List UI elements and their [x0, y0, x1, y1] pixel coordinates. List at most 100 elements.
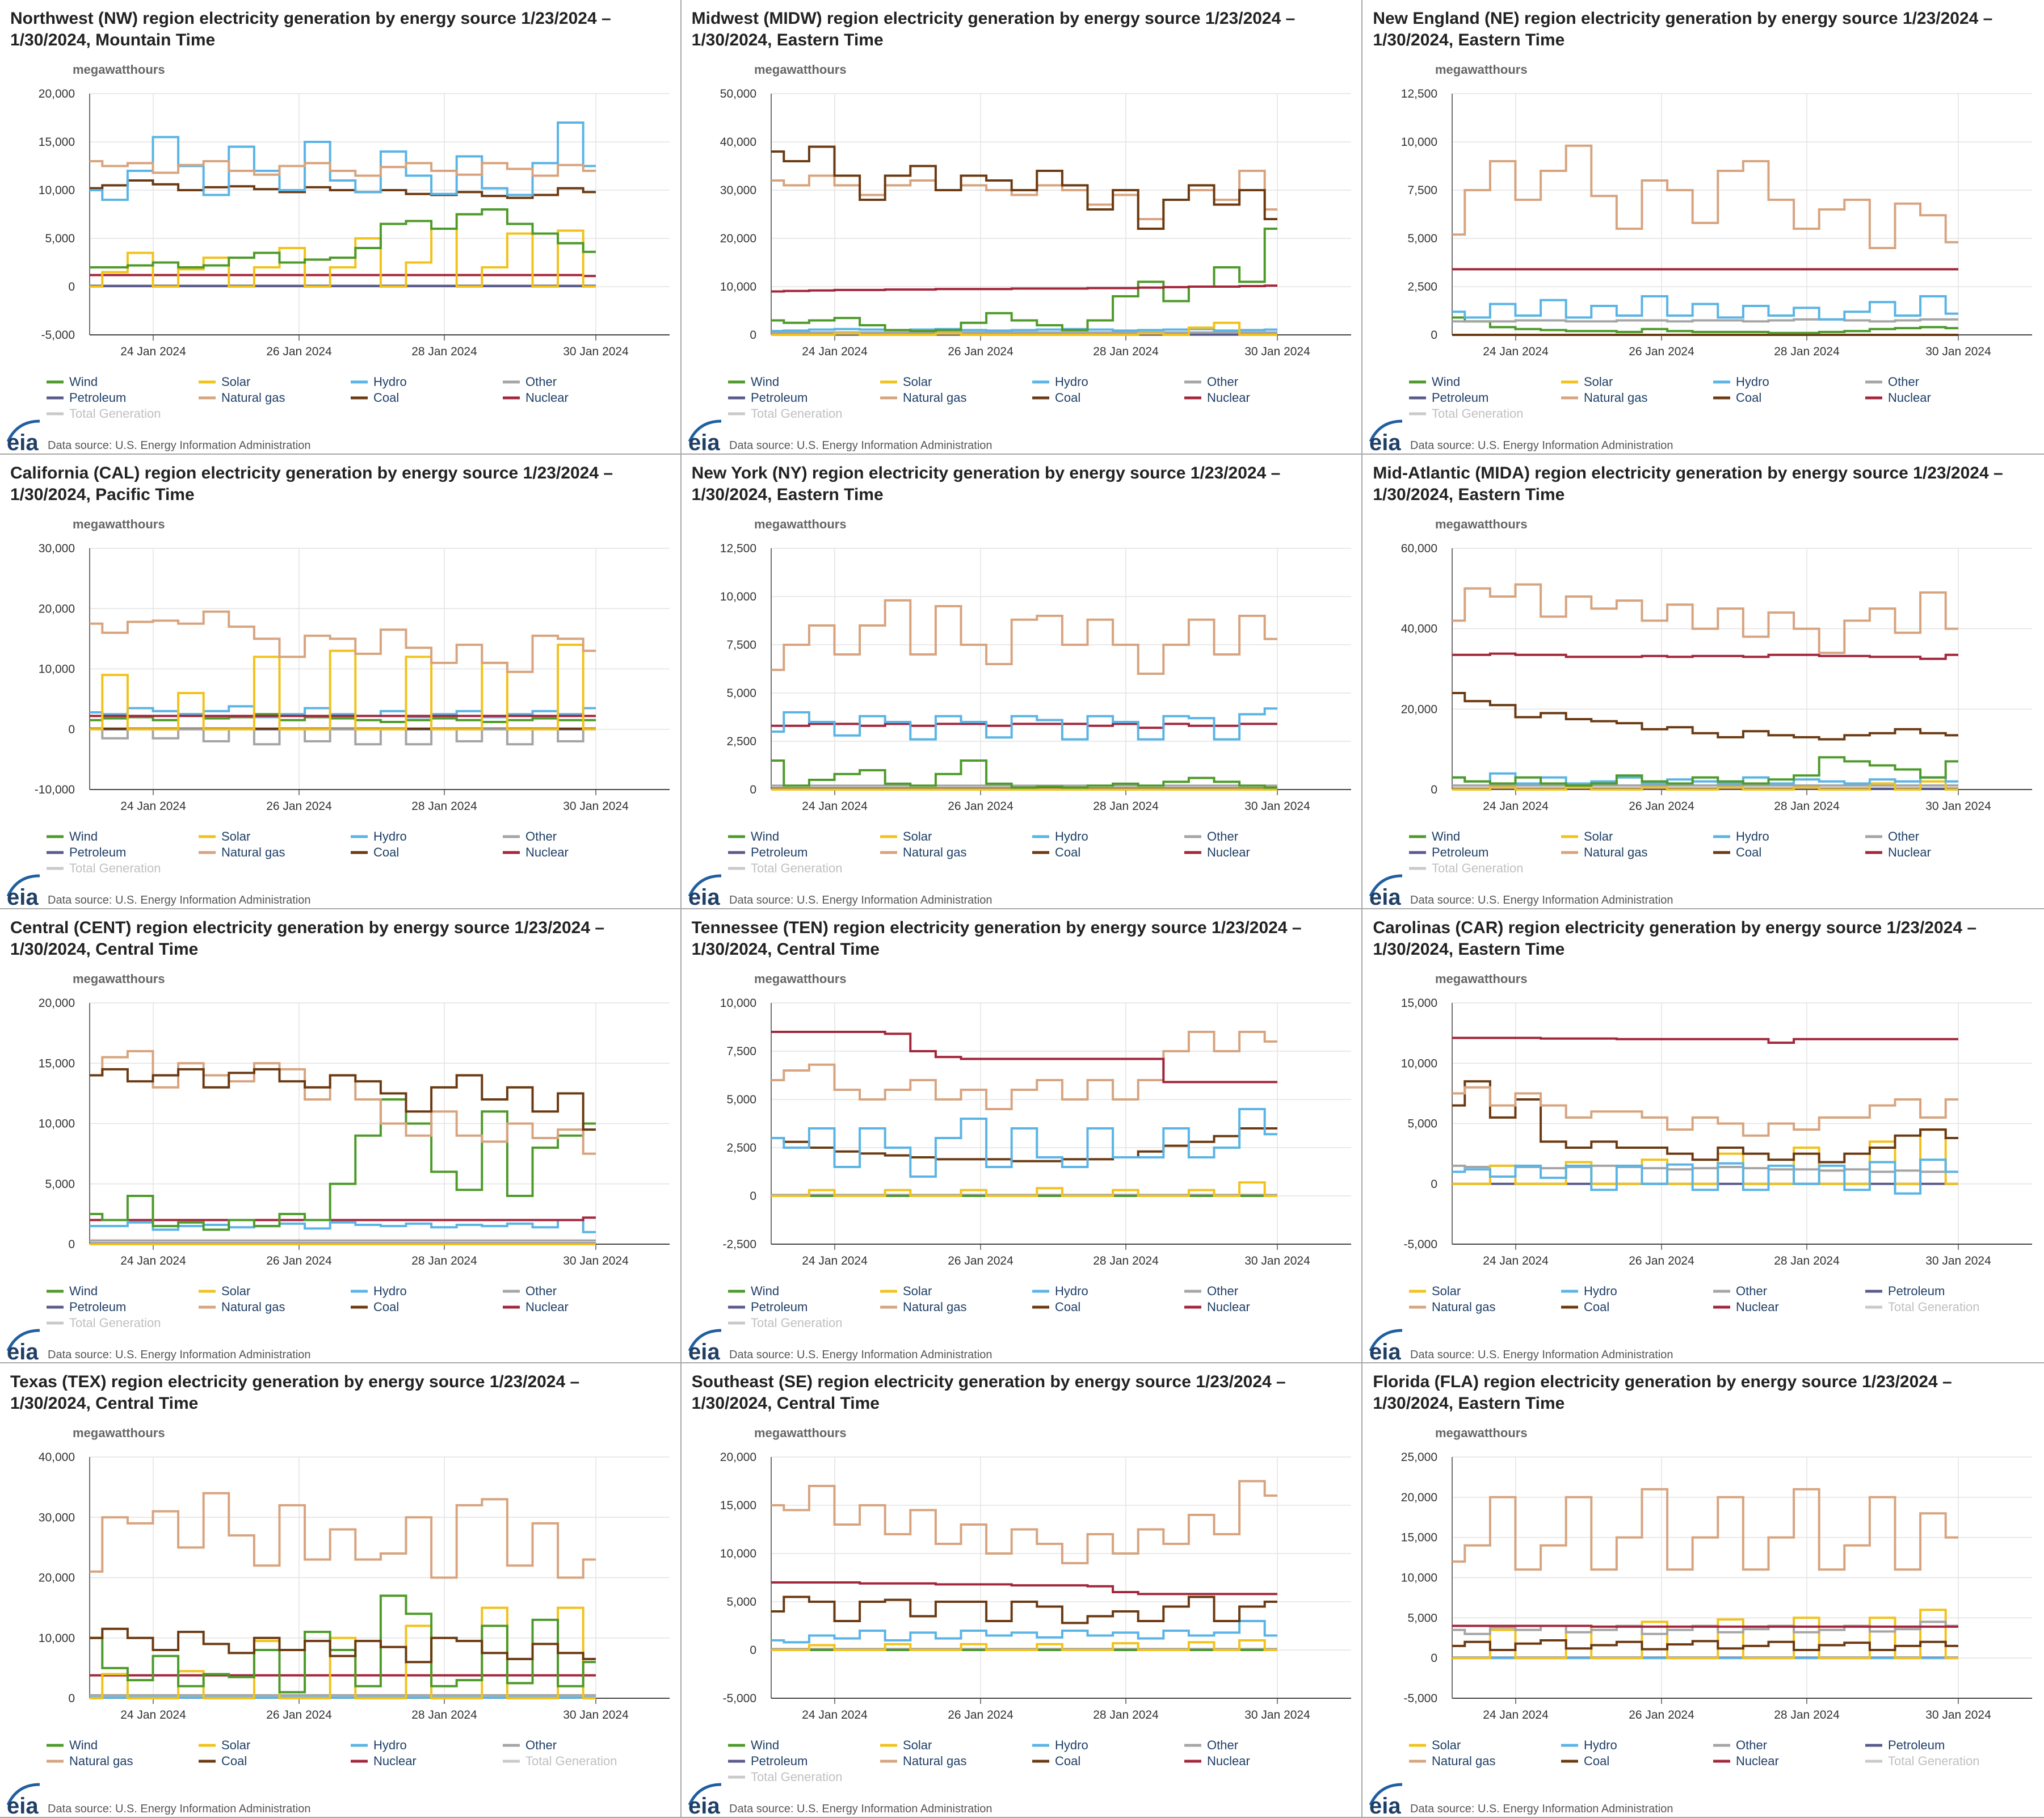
legend-item-natural-gas[interactable]: Natural gas [903, 391, 967, 405]
legend-item-solar[interactable]: Solar [221, 1284, 250, 1298]
legend-item-coal[interactable]: Coal [1584, 1300, 1609, 1314]
legend-item-other[interactable]: Other [1888, 375, 1919, 389]
legend-item-petroleum[interactable]: Petroleum [751, 1300, 807, 1314]
legend-item-wind[interactable]: Wind [69, 375, 98, 389]
legend-item-coal[interactable]: Coal [221, 1754, 247, 1768]
legend-item-nuclear[interactable]: Nuclear [1207, 391, 1250, 405]
legend-item-hydro[interactable]: Hydro [1736, 375, 1769, 389]
legend-item-other[interactable]: Other [1207, 829, 1238, 843]
legend-item-hydro[interactable]: Hydro [1584, 1284, 1617, 1298]
legend-item-nuclear[interactable]: Nuclear [1736, 1300, 1779, 1314]
legend-item-other[interactable]: Other [1207, 1284, 1238, 1298]
legend-item-nuclear[interactable]: Nuclear [525, 845, 569, 859]
legend-item-hydro[interactable]: Hydro [1055, 1738, 1088, 1752]
legend-item-total-generation[interactable]: Total Generation [1432, 406, 1523, 421]
legend-item-coal[interactable]: Coal [373, 845, 399, 859]
legend-item-other[interactable]: Other [1888, 829, 1919, 843]
legend-item-natural-gas[interactable]: Natural gas [1432, 1754, 1496, 1768]
legend-item-natural-gas[interactable]: Natural gas [1584, 391, 1648, 405]
legend-item-nuclear[interactable]: Nuclear [1207, 1754, 1250, 1768]
legend-item-total-generation[interactable]: Total Generation [1888, 1754, 1979, 1768]
legend-item-hydro[interactable]: Hydro [1055, 1284, 1088, 1298]
legend-item-hydro[interactable]: Hydro [373, 1284, 407, 1298]
legend-item-natural-gas[interactable]: Natural gas [903, 1300, 967, 1314]
legend-item-hydro[interactable]: Hydro [373, 1738, 407, 1752]
legend-item-coal[interactable]: Coal [1055, 845, 1080, 859]
legend-item-hydro[interactable]: Hydro [373, 829, 407, 843]
legend-item-petroleum[interactable]: Petroleum [1888, 1738, 1945, 1752]
legend-item-wind[interactable]: Wind [751, 1738, 779, 1752]
legend-item-solar[interactable]: Solar [1432, 1284, 1461, 1298]
legend-item-solar[interactable]: Solar [221, 375, 250, 389]
legend-item-hydro[interactable]: Hydro [1055, 829, 1088, 843]
legend-item-total-generation[interactable]: Total Generation [751, 1770, 842, 1784]
legend-item-coal[interactable]: Coal [1584, 1754, 1609, 1768]
legend-item-solar[interactable]: Solar [1584, 375, 1613, 389]
legend-item-total-generation[interactable]: Total Generation [525, 1754, 617, 1768]
legend-item-total-generation[interactable]: Total Generation [69, 406, 161, 421]
legend-item-total-generation[interactable]: Total Generation [751, 406, 842, 421]
legend-item-other[interactable]: Other [1736, 1284, 1767, 1298]
legend-item-hydro[interactable]: Hydro [1584, 1738, 1617, 1752]
legend-item-total-generation[interactable]: Total Generation [751, 1316, 842, 1330]
legend-item-petroleum[interactable]: Petroleum [751, 1754, 807, 1768]
legend-item-hydro[interactable]: Hydro [1055, 375, 1088, 389]
legend-item-nuclear[interactable]: Nuclear [1736, 1754, 1779, 1768]
legend-item-natural-gas[interactable]: Natural gas [221, 845, 285, 859]
legend-item-coal[interactable]: Coal [1055, 1754, 1080, 1768]
legend-item-nuclear[interactable]: Nuclear [1207, 845, 1250, 859]
legend-item-wind[interactable]: Wind [1432, 375, 1460, 389]
legend-item-coal[interactable]: Coal [1055, 1300, 1080, 1314]
legend-item-petroleum[interactable]: Petroleum [751, 845, 807, 859]
legend-item-wind[interactable]: Wind [751, 1284, 779, 1298]
legend-item-total-generation[interactable]: Total Generation [69, 861, 161, 875]
legend-item-solar[interactable]: Solar [903, 375, 932, 389]
legend-item-wind[interactable]: Wind [69, 1284, 98, 1298]
legend-item-wind[interactable]: Wind [1432, 829, 1460, 843]
legend-item-total-generation[interactable]: Total Generation [1888, 1300, 1979, 1314]
legend-item-coal[interactable]: Coal [1736, 391, 1761, 405]
legend-item-natural-gas[interactable]: Natural gas [1432, 1300, 1496, 1314]
legend-item-nuclear[interactable]: Nuclear [525, 1300, 569, 1314]
legend-item-coal[interactable]: Coal [1736, 845, 1761, 859]
legend-item-nuclear[interactable]: Nuclear [525, 391, 569, 405]
legend-item-natural-gas[interactable]: Natural gas [69, 1754, 133, 1768]
legend-item-other[interactable]: Other [525, 829, 557, 843]
legend-item-petroleum[interactable]: Petroleum [1888, 1284, 1945, 1298]
legend-item-natural-gas[interactable]: Natural gas [903, 1754, 967, 1768]
legend-item-solar[interactable]: Solar [903, 829, 932, 843]
legend-item-other[interactable]: Other [1207, 1738, 1238, 1752]
legend-item-solar[interactable]: Solar [903, 1738, 932, 1752]
legend-item-natural-gas[interactable]: Natural gas [221, 391, 285, 405]
legend-item-solar[interactable]: Solar [1432, 1738, 1461, 1752]
legend-item-wind[interactable]: Wind [69, 1738, 98, 1752]
legend-item-nuclear[interactable]: Nuclear [1888, 845, 1931, 859]
legend-item-petroleum[interactable]: Petroleum [69, 1300, 126, 1314]
legend-item-other[interactable]: Other [1736, 1738, 1767, 1752]
legend-item-total-generation[interactable]: Total Generation [751, 861, 842, 875]
legend-item-solar[interactable]: Solar [1584, 829, 1613, 843]
legend-item-other[interactable]: Other [525, 1738, 557, 1752]
legend-item-nuclear[interactable]: Nuclear [1207, 1300, 1250, 1314]
legend-item-coal[interactable]: Coal [373, 391, 399, 405]
legend-item-nuclear[interactable]: Nuclear [373, 1754, 417, 1768]
legend-item-solar[interactable]: Solar [221, 829, 250, 843]
legend-item-other[interactable]: Other [1207, 375, 1238, 389]
legend-item-solar[interactable]: Solar [221, 1738, 250, 1752]
legend-item-solar[interactable]: Solar [903, 1284, 932, 1298]
legend-item-hydro[interactable]: Hydro [373, 375, 407, 389]
legend-item-petroleum[interactable]: Petroleum [1432, 845, 1488, 859]
legend-item-hydro[interactable]: Hydro [1736, 829, 1769, 843]
legend-item-wind[interactable]: Wind [69, 829, 98, 843]
legend-item-other[interactable]: Other [525, 375, 557, 389]
legend-item-total-generation[interactable]: Total Generation [69, 1316, 161, 1330]
legend-item-petroleum[interactable]: Petroleum [69, 845, 126, 859]
legend-item-natural-gas[interactable]: Natural gas [1584, 845, 1648, 859]
legend-item-other[interactable]: Other [525, 1284, 557, 1298]
legend-item-petroleum[interactable]: Petroleum [69, 391, 126, 405]
legend-item-natural-gas[interactable]: Natural gas [221, 1300, 285, 1314]
legend-item-coal[interactable]: Coal [373, 1300, 399, 1314]
legend-item-total-generation[interactable]: Total Generation [1432, 861, 1523, 875]
legend-item-wind[interactable]: Wind [751, 375, 779, 389]
legend-item-nuclear[interactable]: Nuclear [1888, 391, 1931, 405]
